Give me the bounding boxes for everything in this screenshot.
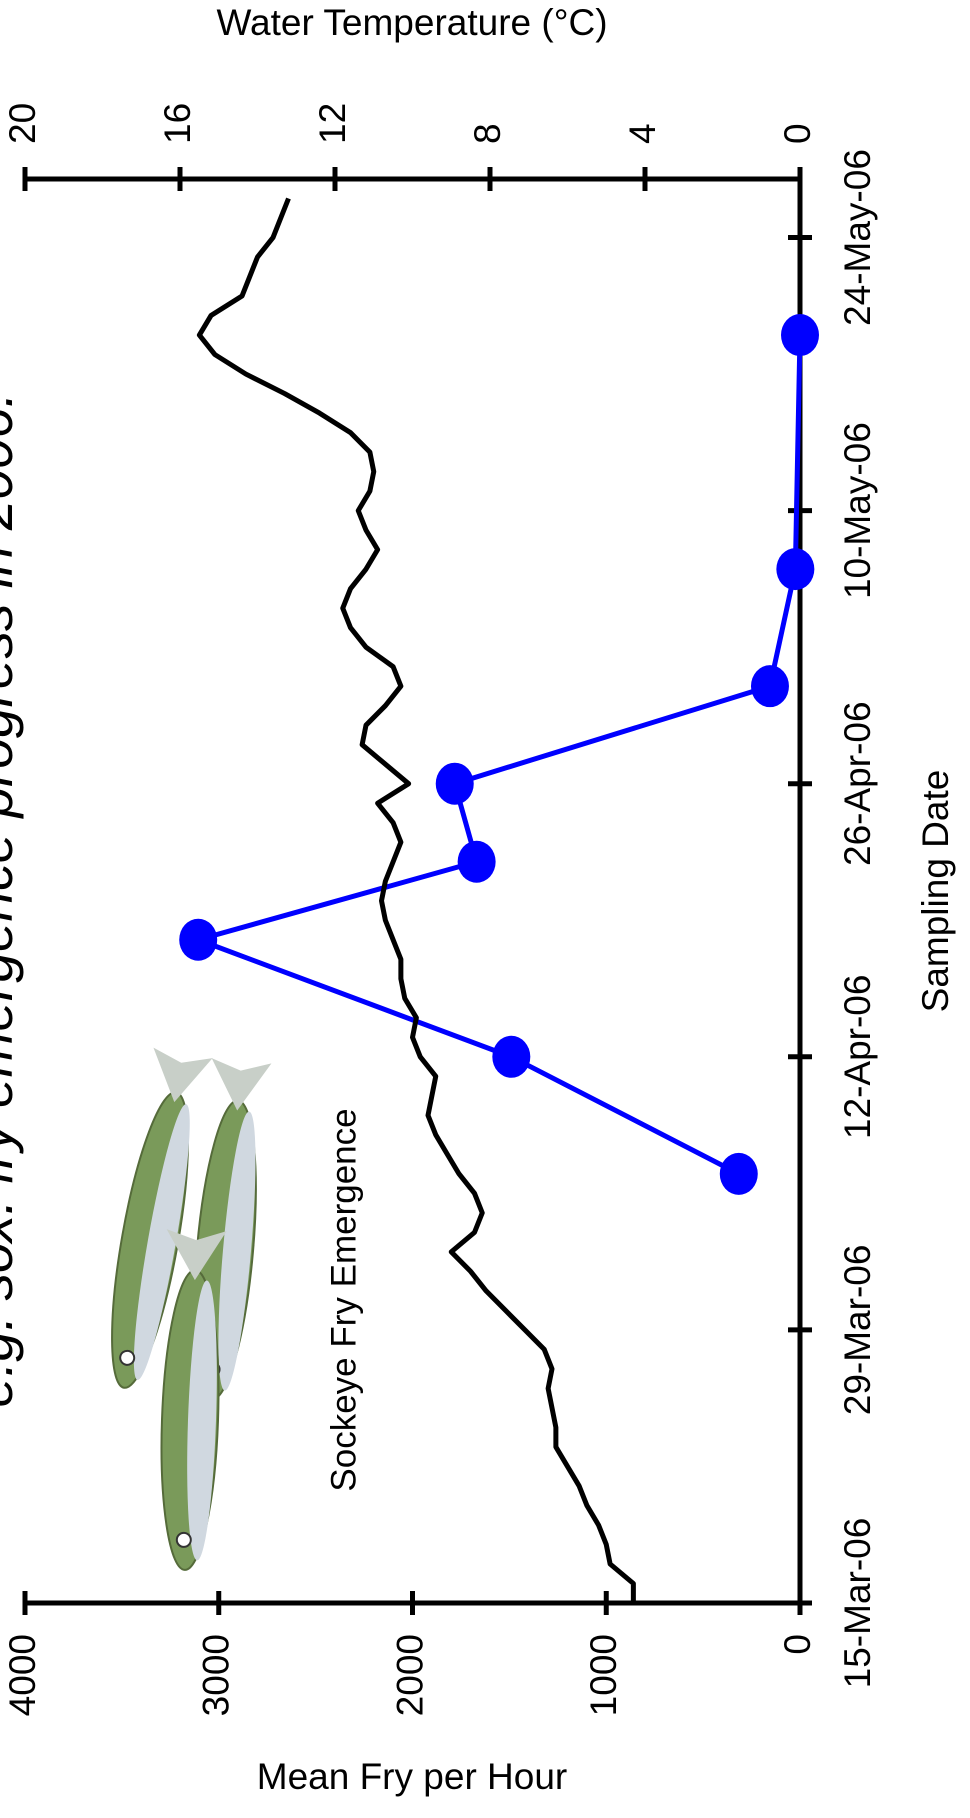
- y-tick-label: 4000: [2, 1634, 43, 1716]
- data-point: [719, 1152, 758, 1195]
- y2-tick-label: 16: [157, 103, 198, 144]
- y2-tick-label: 12: [312, 103, 353, 144]
- x-tick-label: 10-May-06: [837, 422, 878, 599]
- fish-illustration: [111, 1047, 272, 1571]
- x-tick-label: 29-Mar-06: [837, 1245, 878, 1416]
- x-tick-label: 15-Mar-06: [837, 1518, 878, 1689]
- y2-axis-title: Water Temperature (°C): [216, 2, 607, 43]
- y-tick-label: 1000: [583, 1634, 624, 1716]
- x-axis-title: Sampling Date: [915, 770, 956, 1013]
- data-point: [492, 1035, 531, 1078]
- x-tick-label: 26-Apr-06: [837, 701, 878, 866]
- x-tick-label: 24-May-06: [837, 149, 878, 326]
- data-point: [750, 665, 789, 708]
- y-tick-label: 2000: [389, 1634, 430, 1716]
- x-tick-label: 12-Apr-06: [837, 975, 878, 1140]
- y-tick-label: 0: [777, 1634, 818, 1655]
- y-tick-label: 3000: [196, 1634, 237, 1716]
- data-point: [435, 762, 474, 805]
- data-point: [776, 548, 815, 591]
- data-point: [781, 314, 819, 357]
- y2-tick-label: 0: [777, 123, 818, 144]
- y2-tick-label: 8: [467, 123, 508, 144]
- data-line: [196, 197, 636, 1603]
- data-point: [457, 840, 496, 883]
- annotation: Sockeye Fry Emergence: [324, 1108, 363, 1491]
- plot: e.g. sox. fry emergence progress in 2006…: [0, 2, 956, 1797]
- y-axis-title: Mean Fry per Hour: [257, 1756, 568, 1797]
- y2-tick-label: 20: [2, 103, 43, 144]
- data-point: [179, 918, 218, 961]
- chart-title: e.g. sox. fry emergence progress in 2006…: [0, 393, 24, 1408]
- y2-tick-label: 4: [622, 123, 663, 144]
